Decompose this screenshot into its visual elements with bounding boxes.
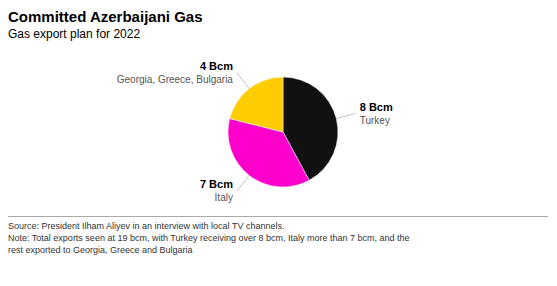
html-text:Gas export plan for 2022: Gas export plan for 2022 (8, 27, 141, 41)
html-text:Note: Total exports seen at 19: Note: Total exports seen at 19 bcm, with… (8, 233, 410, 243)
svg-text:Italy: Italy (215, 192, 233, 203)
svg-text:7 Bcm: 7 Bcm (200, 178, 233, 190)
html-text:Committed Azerbaijani Gas: Committed Azerbaijani Gas (8, 8, 203, 25)
svg-text:4 Bcm: 4 Bcm (200, 60, 233, 72)
svg-text:Georgia, Greece, Bulgaria: Georgia, Greece, Bulgaria (117, 74, 234, 85)
html-text:Source: President Ilham Aliyev: Source: President Ilham Aliyev in an int… (8, 221, 285, 231)
svg-text:Turkey: Turkey (360, 115, 390, 126)
svg-text:8 Bcm: 8 Bcm (360, 101, 393, 113)
html-text:rest exported to Georgia, Gree: rest exported to Georgia, Greece and Bul… (8, 245, 193, 255)
